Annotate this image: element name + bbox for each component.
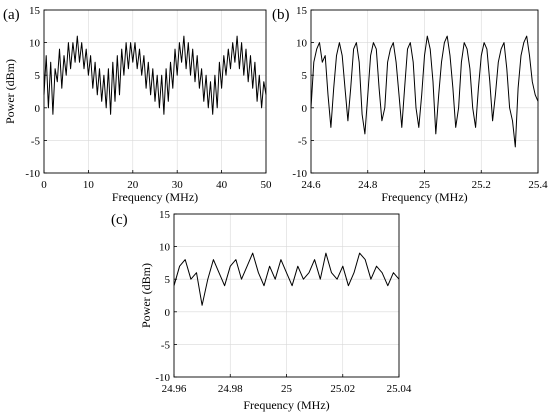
panel-c-xtick-label: 25.04 bbox=[387, 383, 412, 395]
panel-a-series-line bbox=[43, 35, 267, 115]
panel-a-ytick-label: -5 bbox=[31, 135, 41, 147]
panel-a-xtick-label: 10 bbox=[83, 179, 95, 191]
panel-a-ytick-label: -10 bbox=[25, 168, 40, 180]
panel-c-xtick-label: 24.98 bbox=[218, 383, 243, 395]
panel-c-ytick-label: 15 bbox=[159, 209, 171, 221]
panel-c-ytick-label: 0 bbox=[165, 307, 171, 319]
panel-b-xtick-label: 24.8 bbox=[358, 179, 378, 191]
panel-b-xaxis-title: Frequency (MHz) bbox=[381, 190, 467, 204]
panel-a-xtick-label: 30 bbox=[172, 179, 184, 191]
panel-c-xtick-label: 25 bbox=[281, 383, 293, 395]
panel-c-yaxis-title: Power (dBm) bbox=[139, 263, 153, 328]
panel-a-xtick-label: 0 bbox=[41, 179, 47, 191]
panel-a-yaxis-title: Power (dBm) bbox=[3, 59, 17, 124]
panel-a-xaxis-title: Frequency (MHz) bbox=[112, 190, 198, 204]
panel-a-xtick-label: 50 bbox=[261, 179, 273, 191]
panel-c-xtick-label: 24.96 bbox=[162, 383, 187, 395]
panel-a-plot-frame bbox=[43, 9, 267, 174]
panel-a-ytick-label: 5 bbox=[35, 70, 41, 82]
panel-b-ytick-label: 15 bbox=[296, 5, 308, 17]
panel-b-ytick-label: 5 bbox=[302, 70, 308, 82]
panel-b-ytick-label: 10 bbox=[296, 38, 308, 50]
panel-a-xtick-label: 40 bbox=[216, 179, 228, 191]
panel-a-ytick-label: 15 bbox=[29, 5, 41, 17]
panel-c-xaxis-title: Frequency (MHz) bbox=[243, 398, 329, 412]
panel-b-xtick-label: 25.2 bbox=[472, 179, 491, 191]
panel-b-xtick-label: 25 bbox=[419, 179, 431, 191]
panel-c-label: (c) bbox=[111, 212, 128, 228]
panel-b-ytick-label: -10 bbox=[292, 168, 307, 180]
panel-a-xtick-label: 20 bbox=[127, 179, 139, 191]
panel-a-ytick-label: 0 bbox=[35, 103, 41, 115]
panel-c-ytick-label: 5 bbox=[165, 274, 171, 286]
panel-c: (c) 24.96 24.98 25 25.02 25.04 -10 -5 0 5 10 15 Fre… bbox=[111, 209, 412, 412]
panel-a-label: (a) bbox=[3, 7, 20, 23]
panel-a-ytick-label: 10 bbox=[29, 38, 41, 50]
panel-b-label: (b) bbox=[272, 7, 290, 23]
panel-b: (b) 24.6 24.8 25 25.2 25.4 -10 -5 0 5 10 15 Frequen… bbox=[272, 5, 548, 204]
panel-b-xtick-label: 24.6 bbox=[301, 179, 321, 191]
panel-c-ytick-label: -5 bbox=[161, 339, 171, 351]
panel-b-ytick-label: 0 bbox=[302, 103, 308, 115]
panel-b-xtick-label: 25.4 bbox=[528, 179, 548, 191]
panel-a: (a) 0 10 20 30 40 50 -10 -5 0 5 10 15 Frequency (MHz… bbox=[3, 5, 272, 204]
panel-c-ytick-label: 10 bbox=[159, 242, 171, 254]
panel-c-xtick-label: 25.02 bbox=[330, 383, 355, 395]
panel-b-ytick-label: -5 bbox=[298, 135, 308, 147]
panel-c-ytick-label: -10 bbox=[155, 372, 170, 384]
panel-b-series-line bbox=[310, 35, 539, 148]
panel-c-series-line bbox=[173, 252, 400, 306]
